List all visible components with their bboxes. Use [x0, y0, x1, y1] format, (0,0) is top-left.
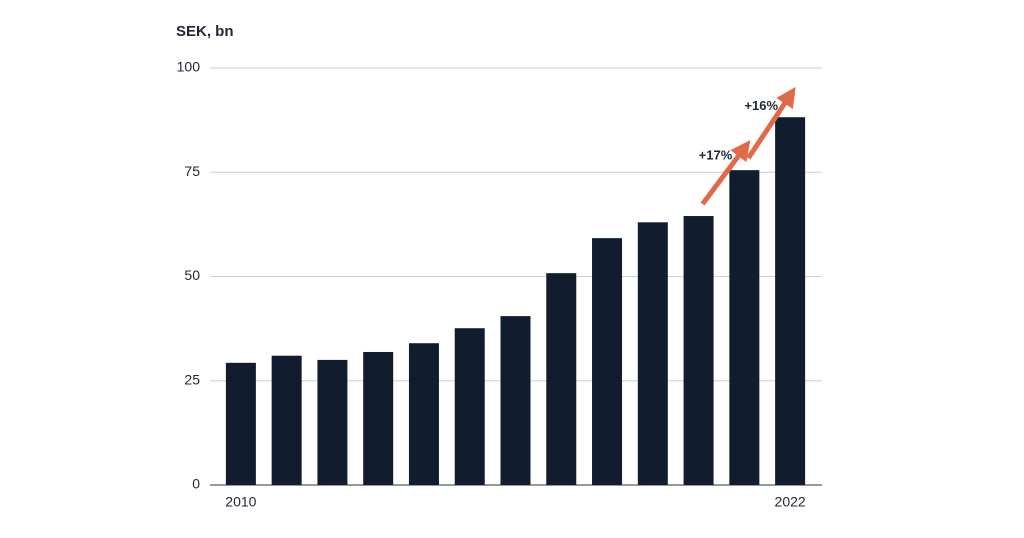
bar — [363, 351, 394, 485]
bar — [683, 216, 714, 485]
bar — [225, 362, 256, 485]
bar — [408, 343, 439, 485]
bar — [592, 238, 623, 485]
bar — [546, 273, 577, 485]
bar — [729, 170, 760, 486]
bar — [317, 359, 348, 485]
bar — [271, 355, 302, 485]
y-tick-label: 100 — [177, 59, 201, 75]
x-tick-label: 2010 — [225, 494, 256, 510]
bar — [775, 117, 806, 486]
y-tick-label: 50 — [184, 267, 200, 283]
growth-arrow — [746, 86, 796, 160]
bar — [637, 222, 668, 486]
y-tick-label: 25 — [184, 371, 200, 387]
chart-title: SEK, bn — [176, 23, 234, 40]
bar — [500, 316, 531, 485]
annotation: +16% — [744, 98, 778, 113]
y-tick-label: 75 — [184, 163, 200, 179]
bar — [454, 328, 485, 485]
x-tick-label: 2022 — [775, 494, 806, 510]
growth-arrow — [700, 140, 751, 206]
annotation: +17% — [699, 148, 733, 163]
y-tick-label: 0 — [192, 476, 200, 492]
